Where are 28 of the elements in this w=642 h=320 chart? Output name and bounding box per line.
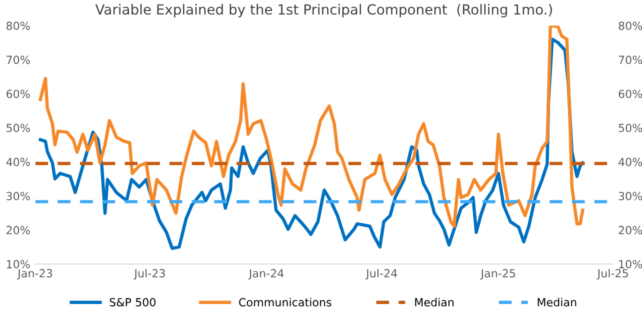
line-series: [38, 26, 584, 228]
y2-tick-label: 60%: [618, 90, 642, 98]
y-tick-label: 10%: [6, 260, 30, 268]
x-tick-label: Jan-25: [480, 269, 516, 280]
y2-tick-label: 40%: [618, 158, 642, 166]
x-tick-label: Jul-24: [366, 268, 398, 280]
y2-tick-label: 80%: [618, 22, 642, 30]
y-tick-label: 50%: [6, 124, 30, 132]
legend-label: S&P 500: [110, 298, 156, 306]
x-tick-label: Jul-25: [596, 268, 628, 280]
legend-label: Median: [538, 298, 576, 306]
chart-title: Variable Explained by the 1st Principal Component (Rolling 1mo.): [95, 4, 552, 18]
y-tick-label: 70%: [6, 56, 30, 64]
y2-tick-label: 10%: [619, 260, 642, 268]
y-tick-label: 40%: [6, 158, 30, 166]
y2-tick-label: 50%: [618, 124, 642, 132]
y-tick-label: 80%: [6, 22, 30, 30]
y-tick-label: 30%: [6, 192, 30, 200]
x-tick-label: Jul-23: [134, 268, 165, 280]
y-tick-label: 20%: [6, 226, 30, 234]
y2-tick-label: 20%: [618, 226, 642, 234]
legend-label: Communications: [239, 298, 332, 306]
x-tick-label: Jan-23: [17, 269, 52, 280]
y2-tick-label: 30%: [618, 192, 642, 200]
y2-tick-label: 70%: [618, 56, 642, 64]
y-tick-label: 60%: [6, 90, 30, 98]
x-tick-label: Jan-24: [248, 269, 284, 280]
legend-label: Median: [415, 298, 454, 306]
